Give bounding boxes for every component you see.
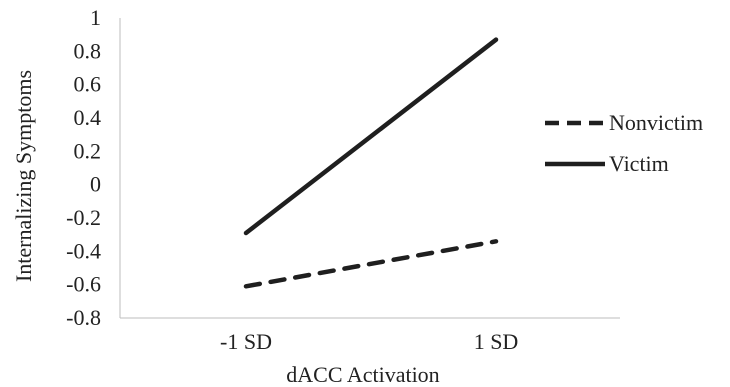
series-line-nonvictim <box>243 239 499 289</box>
legend-label-nonvictim: Nonvictim <box>609 110 703 135</box>
axes <box>119 18 620 319</box>
legend-label-victim: Victim <box>609 151 669 176</box>
y-tick-label: 0 <box>90 172 101 197</box>
y-tick-label: 0.8 <box>74 38 102 63</box>
y-tick-label: 0.2 <box>74 138 102 163</box>
y-tick-label: -0.2 <box>66 205 101 230</box>
x-axis-ticks: -1 SD 1 SD <box>220 329 518 354</box>
series-line-victim <box>243 37 499 236</box>
x-axis-title: dACC Activation <box>286 362 439 387</box>
y-tick-label: 0.4 <box>74 105 102 130</box>
series-lines <box>243 37 499 289</box>
y-tick-label: -0.4 <box>66 238 101 263</box>
y-tick-label: 0.6 <box>74 72 102 97</box>
y-tick-label: 1 <box>90 5 101 30</box>
x-tick-label: 1 SD <box>474 329 519 354</box>
y-axis-title: Internalizing Symptoms <box>11 70 36 282</box>
x-tick-label: -1 SD <box>220 329 272 354</box>
y-tick-label: -0.6 <box>66 272 101 297</box>
y-tick-label: -0.8 <box>66 305 101 330</box>
legend: Nonvictim Victim <box>545 110 703 176</box>
y-axis-ticks: 1 0.8 0.6 0.4 0.2 0 -0.2 -0.4 -0.6 -0.8 <box>66 5 101 330</box>
